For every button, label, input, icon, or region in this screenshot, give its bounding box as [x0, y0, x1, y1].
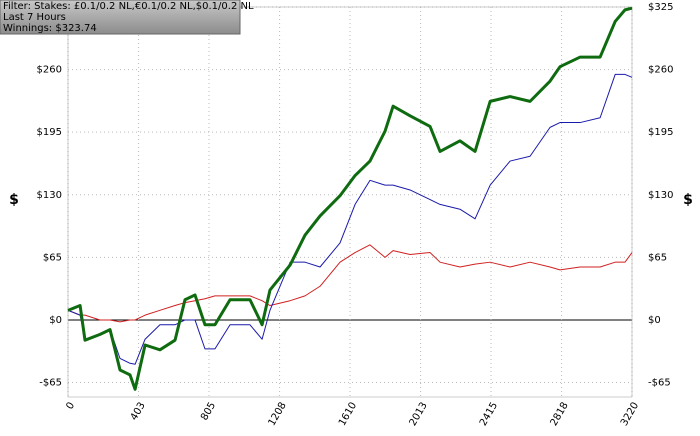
info-box-bg: [0, 0, 241, 35]
info-filter: Filter: Stakes: £0.1/0.2 NL,€0.1/0.2 NL,…: [3, 1, 254, 12]
y-axis-label-left: $: [9, 192, 19, 208]
info-period: Last 7 Hours: [3, 12, 66, 23]
info-winnings: Winnings: $323.74: [3, 23, 97, 34]
y-tick-label-left: $195: [37, 127, 62, 138]
y-tick-label-left: $130: [37, 190, 62, 201]
series-line: [67, 244, 633, 323]
y-tick-label-right: $260: [648, 65, 673, 76]
y-tick-label-right: $0: [648, 315, 661, 326]
y-tick-label-right: $325: [648, 2, 673, 13]
info-box: Filter: Stakes: £0.1/0.2 NL,€0.1/0.2 NL,…: [0, 0, 254, 35]
y-tick-label-right: $195: [648, 127, 673, 138]
series-line: [67, 73, 633, 365]
plot-area: -$65 -$65 $0 $0 $65 $65 $130 $130 $195 $195 $260 $2…: [37, 2, 674, 428]
y-tick-label-left: $0: [49, 315, 62, 326]
y-tick-label-right: -$65: [648, 378, 671, 389]
y-axis-label-right: $: [683, 192, 693, 208]
series-line: [67, 6, 633, 391]
y-tick-label-right: $130: [648, 190, 673, 201]
y-tick-label-left: $260: [37, 65, 62, 76]
y-tick-label-right: $65: [648, 252, 667, 263]
y-tick-label-left: $65: [43, 252, 62, 263]
x-tick-label: 0: [64, 401, 77, 412]
y-tick-label-left: -$65: [39, 378, 62, 389]
plot-border: [67, 6, 633, 398]
